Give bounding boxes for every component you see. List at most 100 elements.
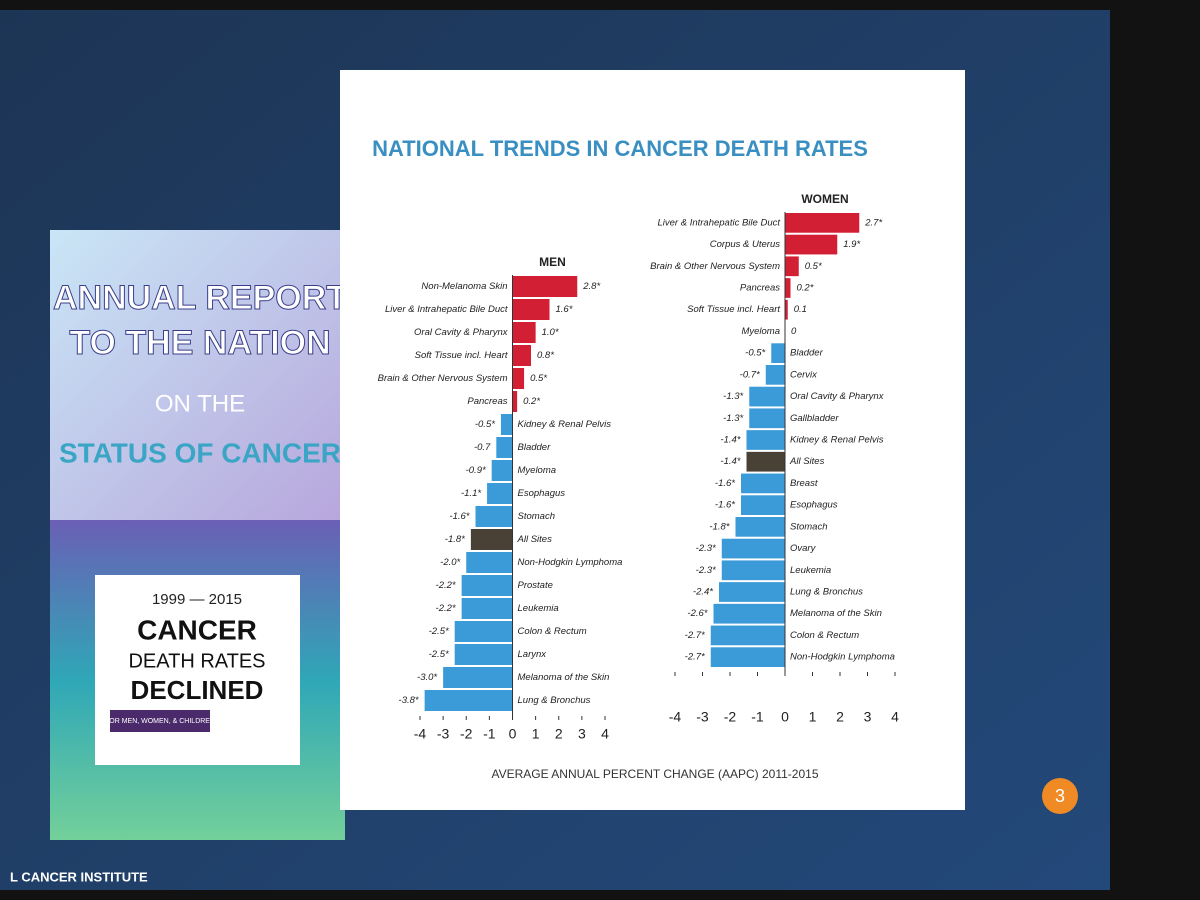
category-label: Prostate bbox=[518, 580, 553, 591]
x-tick-label: -3 bbox=[696, 709, 709, 725]
x-tick-label: -1 bbox=[483, 726, 496, 742]
value-label: -1.8* bbox=[445, 534, 465, 545]
page-number: 3 bbox=[1055, 786, 1065, 806]
bar bbox=[746, 451, 785, 472]
value-label: -2.0* bbox=[440, 557, 460, 568]
bar bbox=[491, 460, 513, 481]
bar bbox=[765, 365, 785, 385]
callout-line: DEATH RATES bbox=[128, 650, 265, 672]
bar bbox=[749, 386, 785, 407]
bar bbox=[512, 345, 531, 366]
value-label: 0.8* bbox=[537, 350, 554, 361]
category-label: Breast bbox=[790, 478, 818, 489]
value-label: 0.1 bbox=[794, 304, 807, 315]
value-label: -2.3* bbox=[696, 543, 716, 554]
category-label: Bladder bbox=[518, 442, 552, 453]
value-label: -1.3* bbox=[723, 413, 743, 424]
category-label: Oral Cavity & Pharynx bbox=[790, 391, 885, 402]
value-label: 2.8* bbox=[582, 281, 600, 292]
chart-title: MEN bbox=[539, 255, 566, 269]
value-label: -0.7* bbox=[740, 369, 760, 380]
category-label: Non-Melanoma Skin bbox=[421, 281, 507, 292]
x-axis-label: AVERAGE ANNUAL PERCENT CHANGE (AAPC) 201… bbox=[492, 767, 819, 781]
x-tick-label: 4 bbox=[601, 726, 609, 742]
value-label: -2.7* bbox=[685, 630, 705, 641]
value-label: -2.5* bbox=[429, 626, 449, 637]
value-label: -2.3* bbox=[696, 565, 716, 576]
x-tick-label: -2 bbox=[460, 726, 473, 742]
chart-title: WOMEN bbox=[801, 192, 848, 206]
category-label: All Sites bbox=[517, 534, 553, 545]
bar bbox=[512, 391, 518, 412]
category-label: Liver & Intrahepatic Bile Duct bbox=[657, 217, 780, 228]
category-label: Oral Cavity & Pharynx bbox=[414, 327, 509, 338]
bar bbox=[785, 278, 791, 298]
bar bbox=[785, 234, 838, 255]
bar bbox=[500, 414, 513, 435]
category-label: Colon & Rectum bbox=[518, 626, 587, 637]
bar bbox=[741, 473, 785, 494]
bar bbox=[487, 483, 513, 504]
category-label: Pancreas bbox=[740, 283, 780, 294]
x-tick-label: 2 bbox=[555, 726, 563, 742]
category-label: Stomach bbox=[790, 521, 828, 532]
value-label: -2.5* bbox=[429, 649, 449, 660]
value-label: -0.5* bbox=[745, 348, 765, 359]
category-label: Esophagus bbox=[790, 500, 838, 511]
bar bbox=[785, 213, 860, 233]
callout-box bbox=[95, 575, 300, 765]
category-label: Esophagus bbox=[518, 488, 566, 499]
category-label: Colon & Rectum bbox=[790, 630, 859, 641]
category-label: Kidney & Renal Pelvis bbox=[518, 419, 612, 430]
category-label: Corpus & Uterus bbox=[710, 239, 780, 250]
x-tick-label: -2 bbox=[724, 709, 737, 725]
category-label: Kidney & Renal Pelvis bbox=[790, 435, 884, 446]
bar bbox=[710, 625, 785, 646]
value-label: 1.6* bbox=[556, 304, 573, 315]
x-tick-label: -4 bbox=[414, 726, 427, 742]
bar bbox=[466, 552, 513, 573]
category-label: Melanoma of the Skin bbox=[518, 672, 610, 683]
value-label: 0.5* bbox=[805, 261, 822, 272]
value-label: 0.2* bbox=[797, 283, 814, 294]
charts: MEN Non-Melanoma Skin 2.8* Liver & Intrahep… bbox=[378, 192, 899, 742]
category-label: Cervix bbox=[790, 369, 818, 380]
value-label: -0.7 bbox=[474, 442, 491, 453]
bar bbox=[454, 644, 513, 665]
x-tick-label: 3 bbox=[864, 709, 872, 725]
value-label: -1.6* bbox=[715, 478, 735, 489]
x-tick-label: -4 bbox=[669, 709, 682, 725]
value-label: 0.2* bbox=[523, 396, 540, 407]
category-label: Myeloma bbox=[518, 465, 557, 476]
footer: L CANCER INSTITUTE bbox=[10, 869, 148, 884]
bar bbox=[512, 276, 578, 297]
category-label: Leukemia bbox=[790, 565, 831, 576]
x-tick-label: -1 bbox=[751, 709, 764, 725]
value-label: -2.4* bbox=[693, 587, 713, 598]
category-label: Ovary bbox=[790, 543, 817, 554]
bar bbox=[785, 299, 788, 320]
callout-line: DECLINED bbox=[131, 675, 264, 705]
value-label: -1.4* bbox=[720, 435, 740, 446]
bar bbox=[710, 647, 785, 667]
category-label: Bladder bbox=[790, 348, 824, 359]
category-label: All Sites bbox=[789, 456, 825, 467]
callout-note: FOR MEN, WOMEN, & CHILDREN bbox=[105, 718, 215, 725]
category-label: Pancreas bbox=[467, 396, 507, 407]
bar bbox=[741, 495, 785, 515]
x-tick-label: 0 bbox=[509, 726, 517, 742]
value-label: -1.3* bbox=[723, 391, 743, 402]
bar bbox=[512, 368, 525, 389]
value-label: -2.2* bbox=[436, 603, 456, 614]
x-tick-label: 1 bbox=[809, 709, 817, 725]
bar bbox=[746, 430, 785, 450]
value-label: -1.4* bbox=[720, 456, 740, 467]
value-label: -2.2* bbox=[436, 580, 456, 591]
value-label: 0.5* bbox=[530, 373, 547, 384]
category-label: Liver & Intrahepatic Bile Duct bbox=[385, 304, 508, 315]
value-label: -2.6* bbox=[687, 608, 707, 619]
bar bbox=[475, 506, 513, 527]
value-label: 1.0* bbox=[542, 327, 559, 338]
report-line: ON THE bbox=[155, 390, 245, 417]
